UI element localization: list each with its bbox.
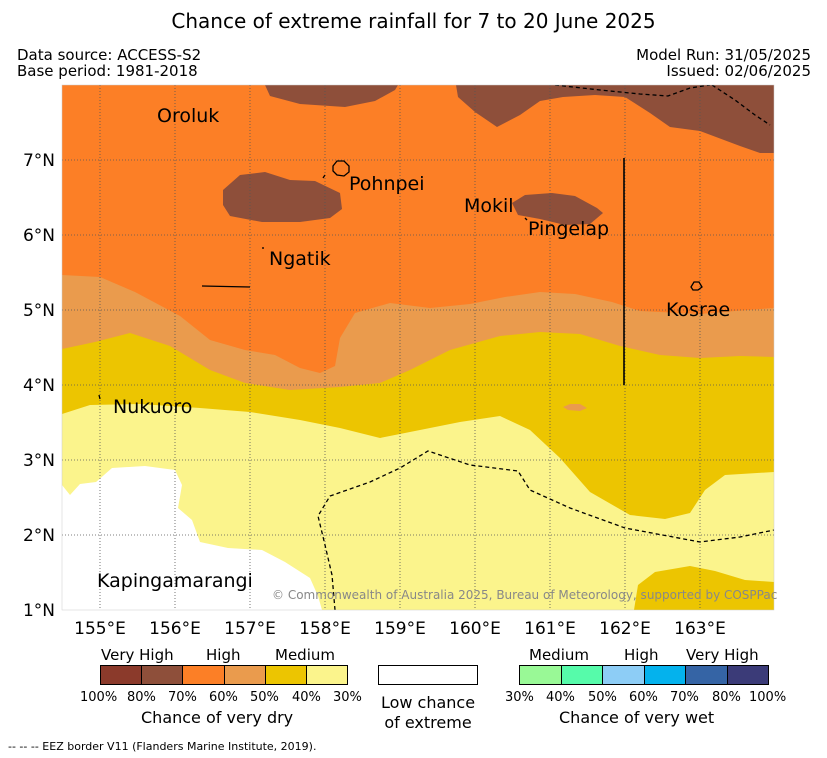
dry-cat-very-high: Very High [101, 646, 174, 664]
place-label-ngatik: Ngatik [269, 248, 331, 270]
wet-pct: 70% [670, 690, 699, 705]
dry-swatch [265, 666, 307, 684]
issued-date: Issued: 02/06/2025 [666, 62, 811, 80]
dry-colorbar [100, 665, 348, 685]
region-brown-topright [456, 85, 774, 153]
place-labels: Oroluk Pohnpei Mokil Pingelap Ngatik Kos… [97, 105, 730, 592]
x-tick: 159°E [374, 619, 426, 639]
y-tick: 2°N [23, 526, 55, 546]
place-label-oroluk: Oroluk [157, 105, 219, 127]
x-tick: 161°E [524, 619, 576, 639]
wet-swatch [561, 666, 603, 684]
x-tick: 158°E [299, 619, 351, 639]
wet-cat-very-high: Very High [686, 646, 759, 664]
pohnpei-island [332, 160, 350, 177]
dry-cat-medium: Medium [275, 646, 335, 664]
ngatik-reef [201, 285, 251, 288]
dry-swatch [306, 666, 348, 684]
region-brown-pohnpei [223, 172, 342, 222]
dry-pct: 100% [80, 690, 118, 705]
wet-pct: 30% [505, 690, 534, 705]
dry-pct: 50% [250, 690, 279, 705]
wet-pct: 40% [546, 690, 575, 705]
wet-swatch [686, 666, 728, 684]
gridlines [62, 85, 774, 610]
wet-swatch [727, 666, 768, 684]
dry-cat-high: High [206, 646, 241, 664]
place-label-pingelap: Pingelap [528, 218, 609, 240]
model-run: Model Run: 31/05/2025 [636, 46, 811, 64]
y-tick: 5°N [23, 301, 55, 321]
y-tick: 3°N [23, 451, 55, 471]
footnote: -- -- -- EEZ border V11 (Flanders Marine… [8, 740, 317, 753]
dry-pct: 60% [209, 690, 238, 705]
dry-legend-title: Chance of very dry [141, 708, 294, 727]
islands [98, 160, 703, 400]
place-label-mokil: Mokil [464, 195, 514, 217]
rainfall-map: 155°E 156°E 157°E 158°E 159°E 160°E 161°… [23, 84, 775, 639]
wet-cat-medium: Medium [529, 646, 589, 664]
low-line-2: of extreme [384, 713, 472, 732]
wet-pct: 60% [629, 690, 658, 705]
x-axis: 155°E 156°E 157°E 158°E 159°E 160°E 161°… [74, 619, 726, 639]
meta-right: Model Run: 31/05/2025 Issued: 02/06/2025 [636, 47, 811, 79]
y-tick: 4°N [23, 376, 55, 396]
eez-borders [317, 85, 774, 610]
chart-title: Chance of extreme rainfall for 7 to 20 J… [171, 9, 656, 33]
x-tick: 155°E [74, 619, 126, 639]
region-gold-patch [634, 566, 774, 610]
kosrae-island [690, 281, 703, 291]
region-brown-mokil [512, 193, 603, 225]
x-tick: 156°E [149, 619, 201, 639]
wet-swatch [644, 666, 686, 684]
y-tick: 1°N [23, 601, 55, 621]
y-axis: 7°N 6°N 5°N 4°N 3°N 2°N 1°N [23, 151, 55, 621]
wet-colorbar [519, 665, 769, 685]
place-label-pohnpei: Pohnpei [349, 173, 425, 195]
place-label-nukuoro: Nukuoro [113, 396, 192, 418]
dry-pct: 30% [333, 690, 362, 705]
region-small-patch [563, 404, 587, 411]
wet-legend-title: Chance of very wet [559, 708, 715, 727]
y-tick: 7°N [23, 151, 55, 171]
low-swatch [378, 665, 478, 685]
dry-swatch [101, 666, 143, 684]
meta-left: Data source: ACCESS-S2 Base period: 1981… [17, 47, 201, 79]
pohnpei-islet [322, 174, 326, 179]
wet-cat-high: High [624, 646, 659, 664]
mokil-islet [524, 217, 528, 221]
region-brown-top [265, 85, 398, 107]
wet-pct: 80% [712, 690, 741, 705]
y-tick: 6°N [23, 226, 55, 246]
place-label-kosrae: Kosrae [666, 299, 730, 321]
dry-pct: 70% [168, 690, 197, 705]
nukuoro-islet [98, 394, 101, 400]
region-white-low [62, 466, 322, 610]
dry-swatch [224, 666, 266, 684]
copyright-notice: © Commonwealth of Australia 2025, Bureau… [272, 588, 778, 602]
data-source: Data source: ACCESS-S2 [17, 46, 202, 64]
map-fill-layers [62, 85, 774, 610]
wet-pct: 50% [588, 690, 617, 705]
dry-swatch [142, 666, 184, 684]
base-period: Base period: 1981-2018 [17, 62, 198, 80]
low-line-1: Low chance [380, 693, 476, 712]
wet-swatch [603, 666, 645, 684]
wet-swatch [520, 666, 562, 684]
dry-pct: 80% [127, 690, 156, 705]
x-tick: 163°E [674, 619, 726, 639]
wet-pct: 100% [749, 690, 787, 705]
x-tick: 160°E [449, 619, 501, 639]
x-tick: 157°E [224, 619, 276, 639]
map-frame [61, 84, 775, 611]
place-label-kapingamarangi: Kapingamarangi [97, 570, 253, 592]
x-tick: 162°E [599, 619, 651, 639]
dry-swatch [183, 666, 225, 684]
dry-pct: 40% [292, 690, 321, 705]
